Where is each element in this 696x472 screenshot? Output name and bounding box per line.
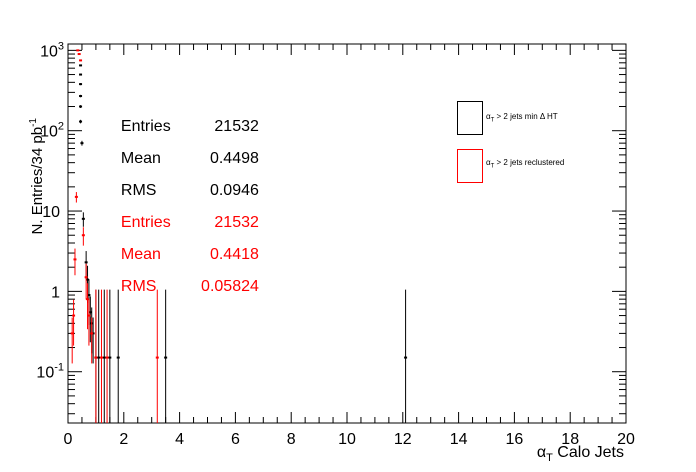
- x-tick-label: 10: [338, 431, 356, 448]
- data-point: [70, 332, 74, 335]
- data-point: [87, 294, 91, 297]
- data-point: [97, 356, 101, 359]
- data-point: [87, 314, 91, 317]
- data-point: [99, 356, 103, 359]
- data-point: [155, 356, 159, 359]
- data-point: [79, 73, 83, 76]
- x-tick-label: 20: [617, 431, 635, 448]
- data-point: [77, 53, 81, 56]
- data-point: [90, 332, 94, 335]
- legend-swatch-red: [457, 149, 483, 183]
- data-point: [73, 258, 77, 261]
- data-point: [79, 105, 83, 108]
- legend-swatch-black: [457, 101, 483, 135]
- data-point: [81, 234, 85, 237]
- data-point: [79, 95, 83, 98]
- data-point: [164, 356, 168, 359]
- y-tick-label: 102: [40, 121, 64, 141]
- data-point: [81, 217, 85, 220]
- y-axis-label: N. Entries/34 pb-1: [28, 118, 46, 235]
- x-tick-label: 14: [450, 431, 468, 448]
- y-tick-label: 1: [51, 284, 60, 301]
- y-tick-label: 103: [40, 40, 64, 60]
- data-point: [79, 59, 83, 62]
- series-red: [70, 49, 159, 423]
- x-tick-label: 12: [394, 431, 412, 448]
- data-point: [404, 356, 408, 359]
- data-point: [94, 356, 98, 359]
- data-point: [79, 83, 83, 86]
- legend-label-red: αT > 2 jets reclustered: [486, 158, 565, 170]
- data-point: [72, 314, 76, 317]
- data-point: [79, 120, 83, 123]
- data-point: [86, 278, 90, 281]
- x-tick-label: 16: [506, 431, 524, 448]
- data-point: [84, 276, 88, 279]
- data-point: [88, 311, 92, 314]
- data-point: [105, 356, 109, 359]
- stat-rms-red: RMS 0.05824: [120, 278, 259, 295]
- x-tick-label: 8: [287, 431, 296, 448]
- x-tick-label: 2: [119, 431, 128, 448]
- x-tick-label: 0: [64, 431, 73, 448]
- stat-mean-red: Mean 0.4418: [120, 246, 259, 263]
- stat-mean-black: Mean 0.4498: [120, 150, 259, 167]
- data-point: [76, 49, 80, 52]
- x-tick-label: 4: [175, 431, 184, 448]
- stat-entries-red: Entries 21532: [120, 214, 259, 231]
- data-point: [116, 356, 120, 359]
- x-tick-label: 6: [231, 431, 240, 448]
- data-point: [86, 298, 90, 301]
- data-point: [102, 356, 106, 359]
- data-point: [74, 195, 78, 198]
- data-point: [108, 356, 112, 359]
- data-point: [79, 64, 83, 67]
- y-tick-label: 10: [42, 204, 60, 221]
- stat-entries-black: Entries 21532: [120, 118, 259, 135]
- stat-rms-black: RMS 0.0946: [120, 182, 259, 199]
- y-tick-label: 10-1: [36, 362, 64, 382]
- legend-label-black: αT > 2 jets min Δ HT: [486, 112, 558, 124]
- data-point: [84, 261, 88, 264]
- data-point: [80, 142, 84, 145]
- x-axis-label: αT Calo Jets: [536, 444, 624, 465]
- x-tick-label: 18: [561, 431, 579, 448]
